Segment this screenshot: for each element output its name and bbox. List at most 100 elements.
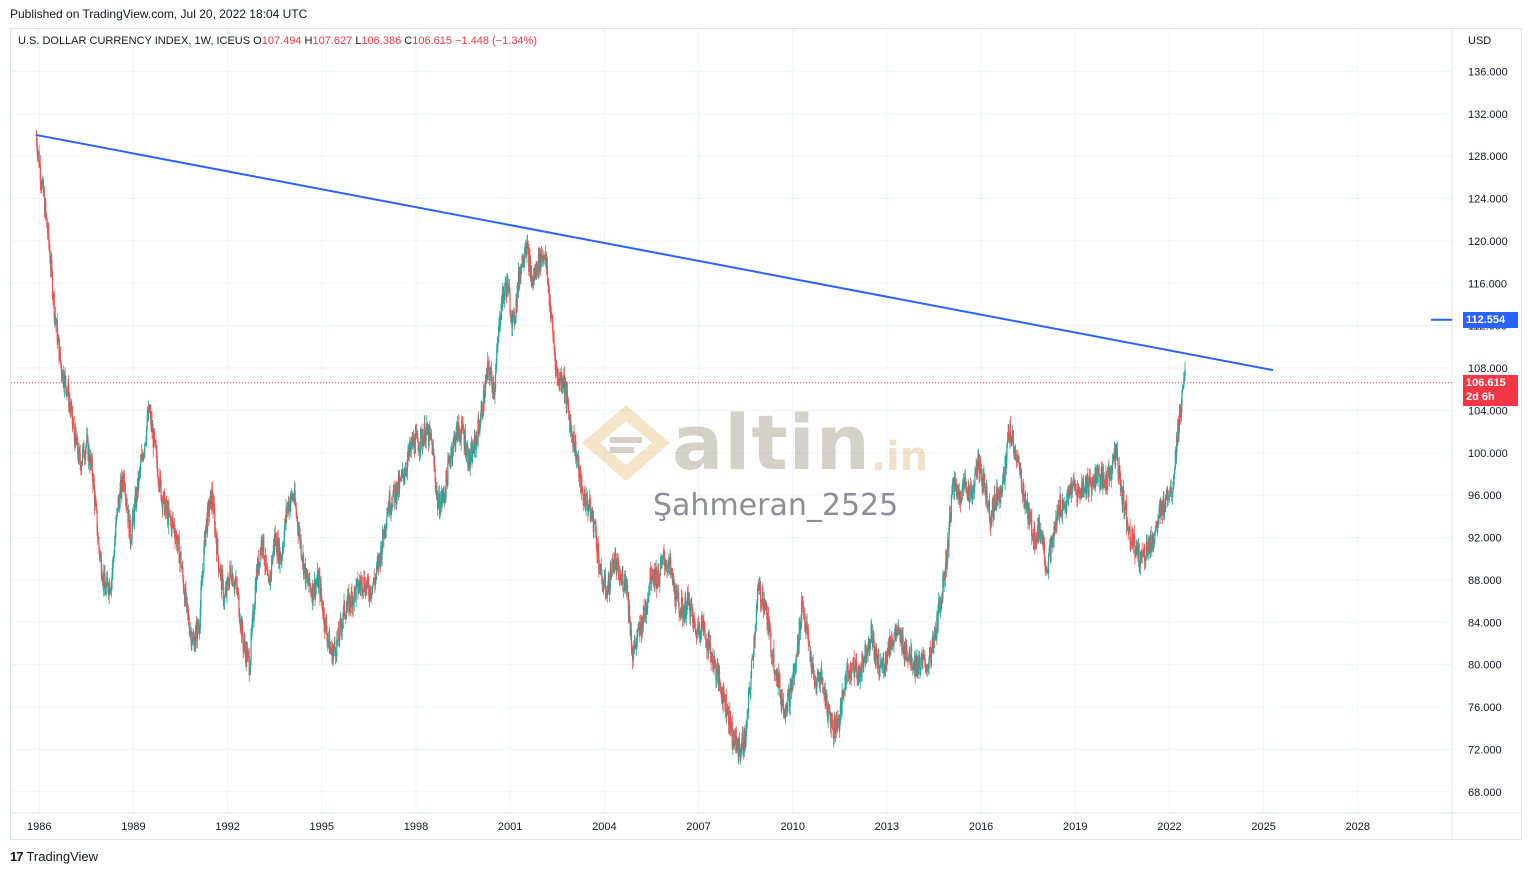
candle-body: [469, 461, 471, 468]
candle-body: [1059, 494, 1061, 515]
candle-body: [718, 671, 720, 686]
candle-body: [417, 441, 419, 451]
candle-body: [150, 411, 152, 426]
x-tick-label: 2004: [592, 821, 616, 833]
candle-body: [1173, 473, 1175, 478]
candle-body: [374, 578, 377, 586]
candle-body: [488, 372, 491, 381]
candle-body: [1122, 486, 1124, 505]
footer[interactable]: 17 TradingView: [10, 849, 98, 864]
candle-body: [953, 479, 955, 492]
candle-body: [283, 545, 285, 548]
candle-body: [1110, 468, 1112, 474]
candle-body: [501, 296, 503, 308]
candle-body: [567, 400, 569, 404]
candle-body: [790, 682, 792, 684]
candle-body: [163, 492, 165, 494]
candle-body: [266, 566, 268, 569]
candle-body: [881, 662, 883, 667]
candle-body: [1038, 521, 1041, 532]
candle-body: [300, 540, 302, 557]
candle-body: [475, 437, 477, 450]
candle-body: [795, 654, 797, 670]
candle-body: [215, 529, 217, 540]
candle-body: [831, 720, 834, 728]
candle-body: [981, 481, 983, 487]
candle-body: [558, 378, 561, 387]
candle-body: [214, 512, 216, 533]
candle-body: [173, 524, 175, 533]
candle-body: [802, 604, 804, 608]
candle-body: [635, 640, 637, 648]
candle-body: [734, 742, 736, 746]
candle-body: [711, 656, 713, 658]
candle-body: [295, 503, 297, 508]
candle-body: [1131, 529, 1133, 542]
candle-body: [786, 704, 788, 711]
candle-body: [1046, 568, 1048, 574]
candle-body: [601, 570, 603, 582]
candle-body: [788, 689, 791, 708]
candle-body: [278, 541, 280, 561]
candle-body: [857, 668, 860, 684]
candle-body: [413, 436, 415, 451]
candle-body: [1011, 437, 1013, 444]
candle-body: [833, 718, 835, 738]
candle-body: [1128, 526, 1131, 528]
candle-body: [1095, 478, 1097, 485]
candle-body: [333, 647, 335, 652]
candle-body: [823, 693, 825, 696]
candle-body: [593, 523, 595, 532]
candle-body: [36, 146, 38, 155]
candle-body: [677, 593, 679, 595]
candle-body: [608, 574, 610, 594]
candle-body: [110, 580, 113, 590]
candle-body: [1014, 446, 1016, 457]
candle-body: [351, 595, 354, 609]
candle-body: [529, 255, 531, 262]
candle-body: [691, 603, 693, 611]
candle-body: [589, 498, 591, 507]
candle-body: [507, 284, 509, 293]
candle-body: [249, 659, 252, 673]
candle-body: [613, 561, 615, 572]
candle-body: [1084, 488, 1086, 491]
y-tick-label: 96.000: [1468, 490, 1502, 502]
candle-body: [538, 252, 540, 272]
candle-body: [1116, 448, 1119, 460]
candle-body: [798, 645, 800, 650]
candle-body: [688, 593, 690, 610]
candle-body: [532, 277, 535, 285]
candle-body: [903, 648, 905, 655]
candle-body: [1087, 490, 1090, 496]
candle-body: [855, 662, 857, 666]
candle-body: [802, 607, 805, 614]
candle-body: [1051, 536, 1053, 547]
candle-body: [456, 421, 458, 427]
candle-body: [480, 409, 482, 422]
chart-frame[interactable]: [10, 28, 1522, 840]
candle-body: [925, 667, 927, 671]
candle-body: [178, 537, 180, 564]
candle-body: [653, 569, 655, 586]
candle-body: [1138, 544, 1140, 567]
candle-body: [902, 635, 904, 655]
candle-body: [242, 637, 244, 650]
candle-body: [368, 595, 370, 600]
candle-body: [42, 179, 44, 182]
candle-body: [78, 448, 80, 462]
candle-body: [575, 441, 577, 462]
open-label: O: [253, 35, 262, 47]
candle-body: [206, 518, 208, 531]
candle-body: [379, 554, 381, 557]
candle-body: [735, 730, 737, 737]
candle-body: [676, 589, 678, 591]
candle-body: [1069, 485, 1071, 491]
candle-body: [809, 646, 811, 662]
trendline-layer: [11, 133, 1452, 384]
candle-body: [51, 272, 54, 297]
candle-body: [892, 644, 895, 645]
candle-body: [982, 477, 984, 487]
candle-body: [791, 680, 793, 692]
